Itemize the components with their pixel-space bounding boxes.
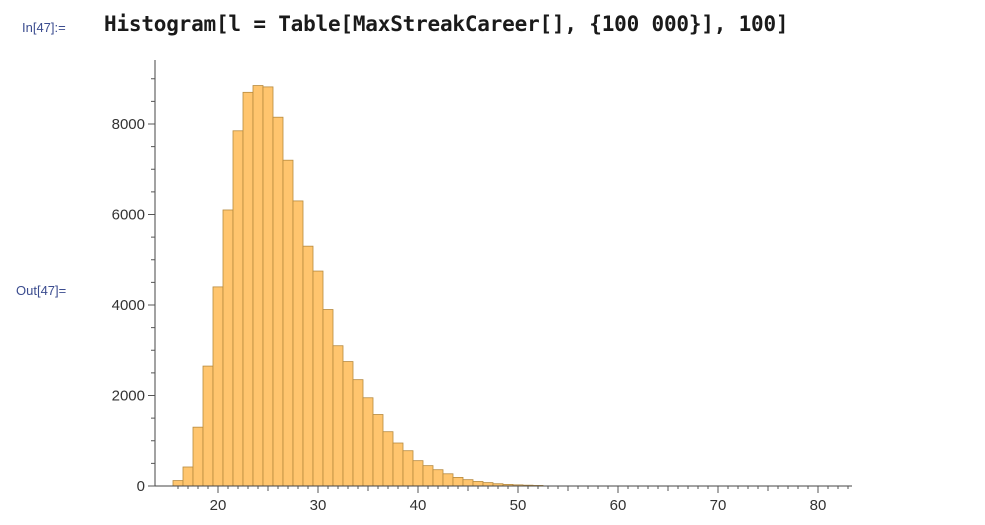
histogram-bar <box>232 130 244 487</box>
histogram-bar <box>452 477 464 487</box>
x-tick-label: 70 <box>710 497 727 514</box>
histogram-bar <box>372 414 384 487</box>
y-tick-label: 2000 <box>112 388 145 405</box>
x-axis-ticks: 20 30 40 50 60 70 80 <box>177 486 849 514</box>
histogram-bar <box>282 159 294 487</box>
x-tick-label: 40 <box>410 497 427 514</box>
x-tick-label: 30 <box>310 497 327 514</box>
histogram-bar <box>222 209 234 487</box>
histogram-bar <box>412 460 424 487</box>
histogram-bar <box>472 481 484 487</box>
x-tick-label: 20 <box>210 497 227 514</box>
histogram-bar <box>292 200 304 487</box>
histogram-bar <box>422 465 434 487</box>
histogram-bar <box>192 426 204 487</box>
histogram-bar <box>362 397 374 487</box>
histogram-bar <box>202 365 214 487</box>
histogram-bar <box>242 91 254 487</box>
histogram-bar <box>392 442 404 487</box>
y-tick-label: 4000 <box>112 297 145 314</box>
x-tick-label: 80 <box>810 497 827 514</box>
histogram-bar <box>212 286 224 487</box>
histogram-bar <box>312 270 324 487</box>
histogram-bar <box>272 116 284 487</box>
histogram-bar <box>252 85 264 487</box>
histogram-bar <box>302 245 314 487</box>
y-axis-ticks: 0 2000 4000 6000 8000 <box>112 78 155 495</box>
histogram-bar <box>352 379 364 487</box>
y-tick-label: 6000 <box>112 207 145 224</box>
histogram-bar <box>332 345 344 487</box>
histogram-bar <box>182 466 194 487</box>
histogram-bar <box>462 479 474 487</box>
histogram-bar <box>342 361 354 487</box>
input-cell-label: In[47]:= <box>22 20 66 35</box>
histogram-bar <box>382 431 394 487</box>
histogram-bar <box>322 309 334 487</box>
histogram-bars <box>172 85 544 487</box>
histogram-bar <box>482 482 494 487</box>
x-tick-label: 50 <box>510 497 527 514</box>
histogram-bar <box>262 86 274 487</box>
histogram-bar <box>172 480 184 487</box>
histogram-bar <box>402 450 414 487</box>
histogram-bar <box>432 469 444 487</box>
y-tick-label: 0 <box>137 478 145 495</box>
histogram-bar <box>442 473 454 487</box>
plot-axes <box>154 60 852 487</box>
y-tick-label: 8000 <box>112 116 145 133</box>
input-code[interactable]: Histogram[l = Table[MaxStreakCareer[], {… <box>104 12 789 36</box>
x-tick-label: 60 <box>610 497 627 514</box>
output-cell-label: Out[47]= <box>16 283 67 298</box>
